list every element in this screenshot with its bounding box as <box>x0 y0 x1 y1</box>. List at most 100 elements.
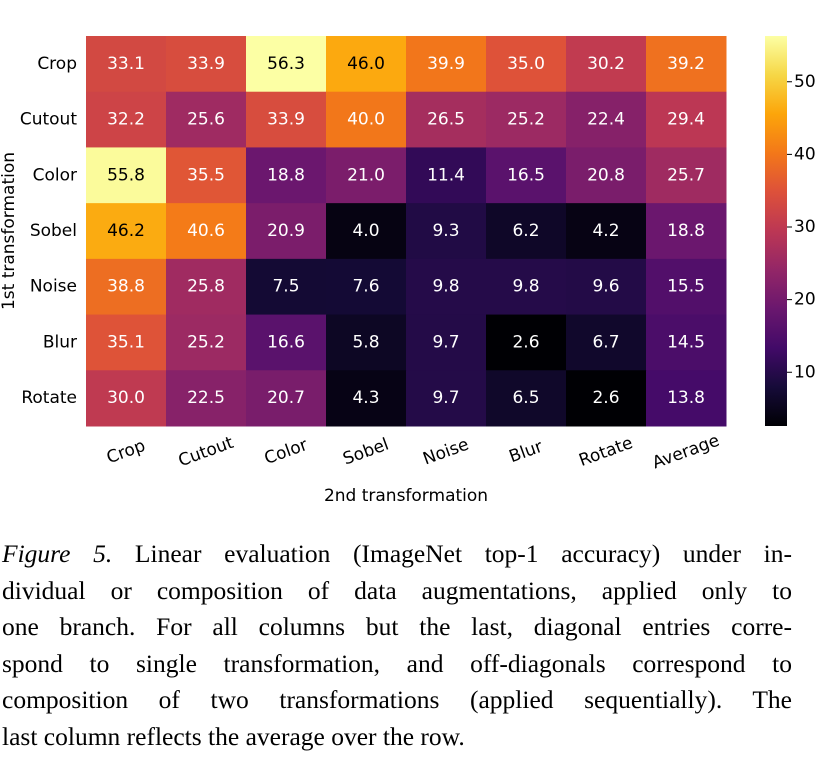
y-axis-label: 1st transformation <box>0 152 19 310</box>
cell <box>326 258 407 316</box>
cell <box>406 147 487 204</box>
cell <box>566 91 647 148</box>
caption-line: one branch. For all columns but the last… <box>2 609 792 646</box>
cell-label: 26.5 <box>427 110 465 130</box>
cell <box>166 36 247 93</box>
cell <box>166 370 247 427</box>
x-tick-label: Average <box>650 431 722 474</box>
cell <box>646 314 727 371</box>
cell <box>486 370 567 427</box>
cell-label: 4.0 <box>352 221 379 241</box>
y-tick-label: Blur <box>43 332 77 352</box>
cell <box>86 258 167 316</box>
x-axis-label: 2nd transformation <box>324 486 488 506</box>
x-tick-label: Blur <box>507 437 546 467</box>
cell <box>406 91 487 148</box>
y-tick-label: Crop <box>37 54 77 74</box>
cell-label: 14.5 <box>667 332 705 352</box>
cell-label: 39.9 <box>427 54 465 74</box>
colorbar-tick-label: 20 <box>794 290 816 310</box>
cell-label: 18.8 <box>667 221 705 241</box>
caption-line: composition of two transformations (appl… <box>2 682 792 719</box>
cell-label: 6.7 <box>592 332 619 352</box>
cell-label: 4.3 <box>352 388 379 408</box>
cell-label: 25.2 <box>187 332 225 352</box>
cell-label: 7.6 <box>352 277 379 297</box>
caption-text: composition of two transformations (appl… <box>2 685 792 715</box>
cell-label: 35.1 <box>107 332 145 352</box>
cell-label: 9.8 <box>512 277 539 297</box>
cell <box>326 91 407 148</box>
cell <box>566 258 647 316</box>
cell-label: 25.6 <box>187 110 225 130</box>
y-tick-label: Noise <box>30 277 77 297</box>
cell <box>566 36 647 93</box>
cell <box>566 203 647 260</box>
x-tick-label: Noise <box>420 435 471 470</box>
cell-label: 40.6 <box>187 221 225 241</box>
cell <box>646 147 727 204</box>
cell <box>486 147 567 204</box>
cell <box>646 203 727 260</box>
cell-label: 7.5 <box>272 277 299 297</box>
cell-label: 2.6 <box>592 388 619 408</box>
cell-label: 46.2 <box>107 221 145 241</box>
cell <box>326 203 407 260</box>
cell-label: 38.8 <box>107 277 145 297</box>
cell-label: 33.9 <box>267 110 305 130</box>
cell <box>166 91 247 148</box>
cell <box>326 314 407 371</box>
cell-label: 30.2 <box>587 54 625 74</box>
cell-label: 25.2 <box>507 110 545 130</box>
caption-text: spond to single transformation, and off-… <box>2 648 792 678</box>
cell-label: 25.8 <box>187 277 225 297</box>
caption-line: Figure 5. Linear evaluation (ImageNet to… <box>2 536 792 573</box>
caption-line: last column reflects the average over th… <box>2 719 792 756</box>
cell <box>86 203 167 260</box>
cell-label: 20.8 <box>587 165 625 185</box>
cell <box>326 147 407 204</box>
cell-label: 6.2 <box>512 221 539 241</box>
cell <box>566 147 647 204</box>
caption-text: last column reflects the average over th… <box>2 721 465 751</box>
cell-label: 46.0 <box>347 54 385 74</box>
cell-label: 40.0 <box>347 110 385 130</box>
cell-label: 9.7 <box>432 332 459 352</box>
cell <box>406 203 487 260</box>
cell <box>246 91 327 148</box>
colorbar-tick-label: 30 <box>794 217 816 237</box>
cell <box>486 258 567 316</box>
cell-label: 20.7 <box>267 388 305 408</box>
cell-label: 29.4 <box>667 110 705 130</box>
cell <box>406 370 487 427</box>
cell <box>406 314 487 371</box>
cell <box>566 370 647 427</box>
cell-label: 6.5 <box>512 388 539 408</box>
colorbar-tick-label: 40 <box>794 144 816 164</box>
cell-label: 13.8 <box>667 388 705 408</box>
cell-label: 9.7 <box>432 388 459 408</box>
cell-label: 25.7 <box>667 165 705 185</box>
cell-label: 32.2 <box>107 110 145 130</box>
cell <box>406 36 487 93</box>
cell-label: 2.6 <box>512 332 539 352</box>
cell <box>86 91 167 148</box>
cell-label: 22.5 <box>187 388 225 408</box>
cell-label: 55.8 <box>107 165 145 185</box>
cell-label: 30.0 <box>107 388 145 408</box>
cell-label: 16.5 <box>507 165 545 185</box>
cell <box>166 203 247 260</box>
cell-label: 35.0 <box>507 54 545 74</box>
chart: 2nd transformation 1st transformation Cr… <box>0 36 816 506</box>
caption-line: spond to single transformation, and off-… <box>2 646 792 683</box>
cell <box>326 36 407 93</box>
cell <box>246 370 327 427</box>
cell-label: 9.6 <box>592 277 619 297</box>
cell <box>166 258 247 316</box>
cell-label: 5.8 <box>352 332 379 352</box>
caption-text: Linear evaluation (ImageNet top-1 accura… <box>134 539 792 568</box>
cell <box>486 91 567 148</box>
cell-label: 15.5 <box>667 277 705 297</box>
caption-label: Figure 5. <box>2 539 113 568</box>
